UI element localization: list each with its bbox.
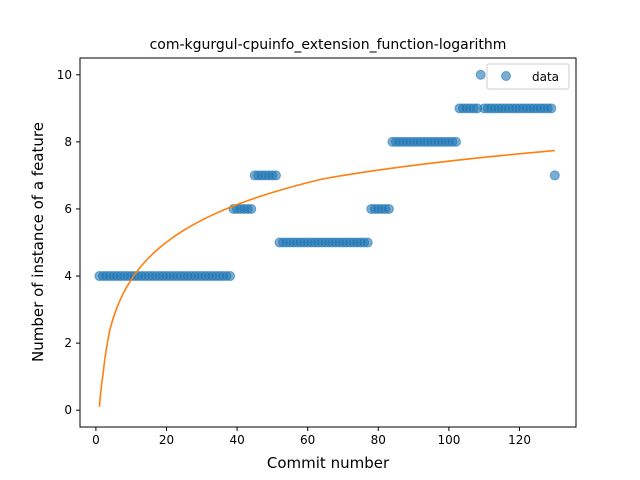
x-tick-label: 20: [159, 433, 174, 447]
x-tick-label: 0: [92, 433, 100, 447]
plot-area: [94, 69, 560, 407]
y-tick-label: 6: [64, 202, 72, 216]
x-tick-label: 80: [371, 433, 386, 447]
y-tick-label: 2: [64, 336, 72, 350]
data-point: [225, 271, 236, 282]
y-tick-label: 4: [64, 269, 72, 283]
legend-data-label: data: [532, 70, 559, 84]
data-point: [475, 69, 486, 80]
x-tick-label: 40: [229, 433, 244, 447]
fit-curve: [98, 149, 555, 407]
x-tick-label: 60: [300, 433, 315, 447]
y-tick-label: 10: [57, 68, 72, 82]
y-tick-label: 0: [64, 403, 72, 417]
data-point: [549, 170, 560, 181]
legend: data: [486, 63, 570, 90]
data-point: [383, 203, 394, 214]
legend-box: [486, 63, 570, 90]
data-point: [546, 103, 557, 114]
x-axis-label: Commit number: [267, 454, 390, 472]
chart-title: com-kgurgul-cpuinfo_extension_function-l…: [150, 37, 507, 53]
x-tick-label: 120: [508, 433, 531, 447]
data-point: [270, 170, 281, 181]
x-tick-label: 100: [437, 433, 460, 447]
legend-data-marker: [501, 71, 511, 81]
x-axis-ticks: 0 20 40 60 80 100 120: [92, 427, 531, 447]
y-axis-label: Number of instance of a feature: [29, 122, 47, 362]
data-point: [362, 237, 373, 248]
y-tick-label: 8: [64, 135, 72, 149]
y-axis-ticks: 0 2 4 6 8 10: [57, 68, 80, 417]
axes-frame: [79, 57, 577, 428]
data-point: [450, 136, 461, 147]
data-point: [246, 203, 257, 214]
